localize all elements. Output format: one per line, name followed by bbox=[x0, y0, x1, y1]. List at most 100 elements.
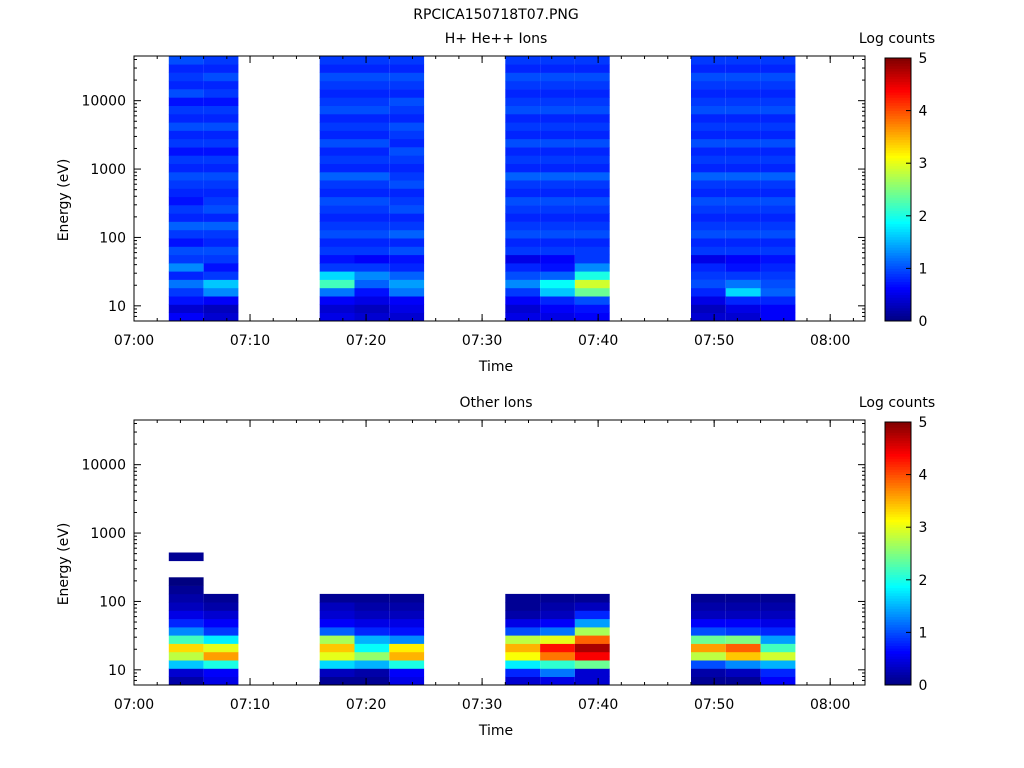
heatmap-cell bbox=[203, 56, 239, 65]
heatmap-cell bbox=[389, 660, 425, 669]
heatmap-cell bbox=[354, 213, 390, 222]
heatmap-cell bbox=[354, 635, 390, 644]
heatmap-cell bbox=[354, 97, 390, 106]
heatmap-cell bbox=[691, 593, 726, 603]
colorbar-swatch bbox=[885, 249, 911, 254]
x-tick-label: 07:30 bbox=[462, 697, 502, 713]
heatmap-cell bbox=[574, 155, 610, 164]
heatmap-cell bbox=[540, 89, 575, 98]
heatmap-cell bbox=[168, 105, 204, 115]
heatmap-cell bbox=[168, 627, 204, 636]
colorbar-swatch bbox=[885, 556, 911, 560]
colorbar-swatch bbox=[885, 650, 911, 654]
heatmap-cell bbox=[725, 312, 761, 322]
colorbar-swatch bbox=[885, 160, 911, 164]
heatmap-cell bbox=[540, 80, 575, 90]
colorbar-swatch bbox=[885, 97, 911, 101]
colorbar-swatch bbox=[885, 94, 911, 98]
heatmap-cell bbox=[574, 188, 610, 198]
colorbar-swatch bbox=[885, 564, 911, 568]
heatmap-cell bbox=[168, 130, 204, 140]
colorbar-swatch bbox=[885, 58, 911, 62]
colorbar-swatch bbox=[885, 213, 911, 217]
heatmap-cell bbox=[505, 138, 541, 148]
heatmap-cell bbox=[389, 72, 425, 82]
panel-other-ions: Other Ions 07:00 07:10 07:20 07:30 07:40 07:5… bbox=[56, 395, 935, 739]
heatmap-cell bbox=[319, 296, 355, 305]
heatmap-cell bbox=[725, 130, 761, 140]
colorbar-swatch bbox=[885, 656, 911, 660]
heatmap-cell bbox=[540, 155, 575, 164]
heatmap-cell bbox=[505, 122, 541, 131]
heatmap-cell bbox=[389, 89, 425, 98]
heatmap-cell bbox=[505, 602, 541, 611]
heatmap-cell bbox=[691, 180, 726, 189]
heatmap-cell bbox=[354, 618, 390, 628]
heatmap-cell bbox=[760, 155, 796, 164]
heatmap-cell bbox=[168, 205, 204, 214]
colorbar-swatch bbox=[885, 202, 911, 206]
colorbar-tick-label: 5 bbox=[919, 415, 928, 431]
heatmap-cell bbox=[725, 668, 761, 677]
colorbar-swatch bbox=[885, 102, 911, 106]
colorbar-swatch bbox=[885, 313, 911, 317]
heatmap-cell bbox=[389, 155, 425, 164]
panel-title: H+ He++ Ions bbox=[445, 31, 548, 47]
colorbar-swatch bbox=[885, 466, 911, 470]
heatmap-cell bbox=[168, 635, 204, 644]
heatmap-cell bbox=[691, 254, 726, 264]
colorbar-swatch bbox=[885, 63, 911, 67]
heatmap-cell bbox=[725, 627, 761, 636]
heatmap-cell bbox=[203, 97, 239, 106]
heatmap-cell bbox=[168, 676, 204, 686]
heatmap-cell bbox=[319, 602, 355, 611]
heatmap-cell bbox=[725, 610, 761, 620]
colorbar: 0 1 2 3 4 5 bbox=[884, 51, 928, 330]
heatmap-cell bbox=[574, 80, 610, 90]
heatmap-cell bbox=[691, 122, 726, 131]
heatmap-cell bbox=[168, 56, 204, 65]
plot-frame bbox=[133, 55, 866, 322]
colorbar-swatch bbox=[885, 422, 911, 426]
heatmap-cell bbox=[760, 221, 796, 231]
heatmap-cell bbox=[760, 279, 796, 289]
heatmap-cell bbox=[760, 593, 796, 603]
heatmap-cell bbox=[540, 105, 575, 115]
heatmap-cell bbox=[203, 205, 239, 214]
colorbar-swatch bbox=[885, 674, 911, 678]
colorbar-swatch bbox=[885, 613, 911, 618]
heatmap-cell bbox=[725, 56, 761, 65]
heatmap-cell bbox=[203, 89, 239, 98]
heatmap-cell bbox=[354, 279, 390, 289]
colorbar-swatch bbox=[885, 608, 911, 612]
colorbar-swatch bbox=[885, 464, 911, 468]
y-tick-label: 1000 bbox=[90, 526, 126, 542]
heatmap-cell bbox=[725, 304, 761, 313]
colorbar-swatch bbox=[885, 429, 911, 433]
heatmap-cell bbox=[354, 287, 390, 297]
heatmap-cell bbox=[168, 593, 204, 603]
colorbar-swatch bbox=[885, 424, 911, 428]
y-axis-label: Energy (eV) bbox=[56, 159, 72, 242]
heatmap-cell bbox=[354, 676, 390, 686]
heatmap-cell bbox=[319, 72, 355, 82]
heatmap-cell bbox=[203, 635, 239, 644]
heatmap-cell bbox=[168, 221, 204, 231]
heatmap-cell bbox=[319, 213, 355, 222]
colorbar-swatch bbox=[885, 255, 911, 259]
heatmap-cell bbox=[505, 635, 541, 644]
heatmap-cell bbox=[574, 651, 610, 661]
heatmap-cell bbox=[319, 138, 355, 148]
colorbar-swatch bbox=[885, 606, 911, 610]
heatmap-cell bbox=[389, 254, 425, 264]
heatmap-cell bbox=[319, 271, 355, 280]
heatmap-cell bbox=[725, 155, 761, 164]
y-axis-label: Energy (eV) bbox=[56, 523, 72, 606]
colorbar-swatch bbox=[885, 506, 911, 510]
heatmap-cell bbox=[203, 130, 239, 140]
heatmap-cell bbox=[354, 205, 390, 214]
heatmap-cell bbox=[168, 602, 204, 611]
colorbar-swatch bbox=[885, 86, 911, 90]
heatmap-cell bbox=[691, 89, 726, 98]
heatmap-cell bbox=[574, 229, 610, 239]
